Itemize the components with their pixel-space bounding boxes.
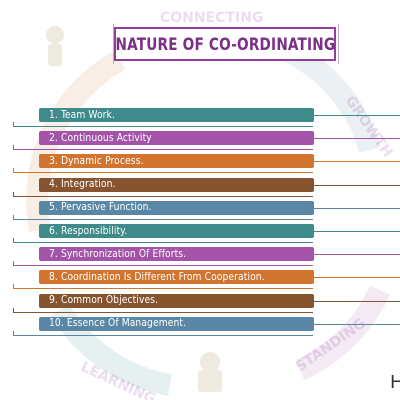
item-connector-right — [312, 184, 400, 197]
item-underline — [13, 218, 313, 220]
item-underline — [13, 126, 313, 127]
item-label: 10. Essence Of Management. — [49, 318, 187, 330]
item-connector-right — [312, 207, 400, 220]
item-connector-right — [312, 277, 400, 289]
item-underline — [13, 265, 313, 267]
item-underline — [13, 172, 313, 174]
list-item: 3. Dynamic Process. — [0, 154, 400, 176]
item-connector-right — [312, 323, 400, 336]
item-underline — [13, 288, 313, 290]
title-box: NATURE OF CO-ORDINATING — [114, 27, 336, 61]
item-connector-left — [13, 214, 41, 220]
item-label: 2. Continuous Activity — [49, 132, 152, 144]
list-item: 4. Integration. — [0, 177, 400, 200]
list-item: 7. Synchronization Of Efforts. — [0, 247, 400, 269]
item-connector-left — [13, 168, 41, 174]
list-item: 1. Team Work. — [0, 108, 400, 130]
item-bar: 9. Common Objectives. — [39, 293, 314, 308]
item-bar: 10. Essence Of Management. — [39, 316, 314, 331]
item-connector-left — [13, 238, 41, 243]
item-connector-right — [312, 161, 400, 173]
item-label: 5. Pervasive Function. — [49, 202, 152, 214]
item-underline — [13, 334, 313, 336]
item-bar: 5. Pervasive Function. — [39, 200, 314, 215]
list-item: 10. Essence Of Management. — [0, 316, 400, 339]
item-underline — [13, 311, 313, 313]
item-connector-left — [13, 284, 41, 290]
item-connector-right — [312, 300, 400, 313]
item-connector-right — [312, 254, 400, 266]
item-label: 4. Integration. — [49, 179, 116, 191]
list-item: 2. Continuous Activity — [0, 131, 400, 153]
item-underline — [13, 195, 313, 197]
list-item: 9. Common Objectives. — [0, 293, 400, 316]
item-underline — [13, 149, 313, 151]
item-connector-left — [13, 122, 41, 127]
list-item: 5. Pervasive Function. — [0, 200, 400, 223]
item-bar: 7. Synchronization Of Efforts. — [39, 247, 314, 262]
list-item: 8. Coordination Is Different From Cooper… — [0, 270, 400, 292]
title-frame-accent — [113, 24, 339, 64]
item-connector-right — [312, 138, 400, 150]
item-connector-left — [13, 330, 41, 336]
item-label: 8. Coordination Is Different From Cooper… — [49, 271, 265, 283]
item-bar: 4. Integration. — [39, 177, 314, 192]
item-bar: 3. Dynamic Process. — [39, 154, 314, 169]
item-connector-left — [13, 145, 41, 151]
item-connector-left — [13, 261, 41, 267]
item-bar: 8. Coordination Is Different From Cooper… — [39, 270, 314, 285]
page-title: NATURE OF CO-ORDINATING — [115, 34, 335, 54]
item-label: 6. Responsibility. — [49, 225, 128, 237]
item-label: 9. Common Objectives. — [49, 295, 159, 307]
item-bar: 1. Team Work. — [39, 108, 314, 122]
corner-text: H — [390, 372, 400, 393]
item-label: 7. Synchronization Of Efforts. — [49, 248, 187, 260]
item-bar: 6. Responsibility. — [39, 224, 314, 238]
item-underline — [13, 242, 313, 243]
item-bar: 2. Continuous Activity — [39, 131, 314, 146]
item-connector-right — [312, 115, 400, 127]
list-item: 6. Responsibility. — [0, 224, 400, 246]
item-connector-left — [13, 191, 41, 197]
item-label: 3. Dynamic Process. — [49, 155, 144, 167]
item-label: 1. Team Work. — [49, 109, 115, 121]
item-connector-right — [312, 231, 400, 243]
item-connector-left — [13, 307, 41, 313]
